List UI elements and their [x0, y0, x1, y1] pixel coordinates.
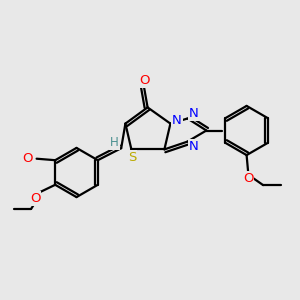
Text: N: N: [172, 114, 182, 127]
Text: O: O: [22, 152, 33, 165]
Text: N: N: [189, 106, 198, 120]
Text: N: N: [189, 140, 198, 154]
Text: H: H: [110, 136, 119, 149]
Text: O: O: [30, 192, 40, 206]
Text: S: S: [128, 151, 136, 164]
Text: O: O: [243, 172, 254, 185]
Text: O: O: [139, 74, 149, 87]
